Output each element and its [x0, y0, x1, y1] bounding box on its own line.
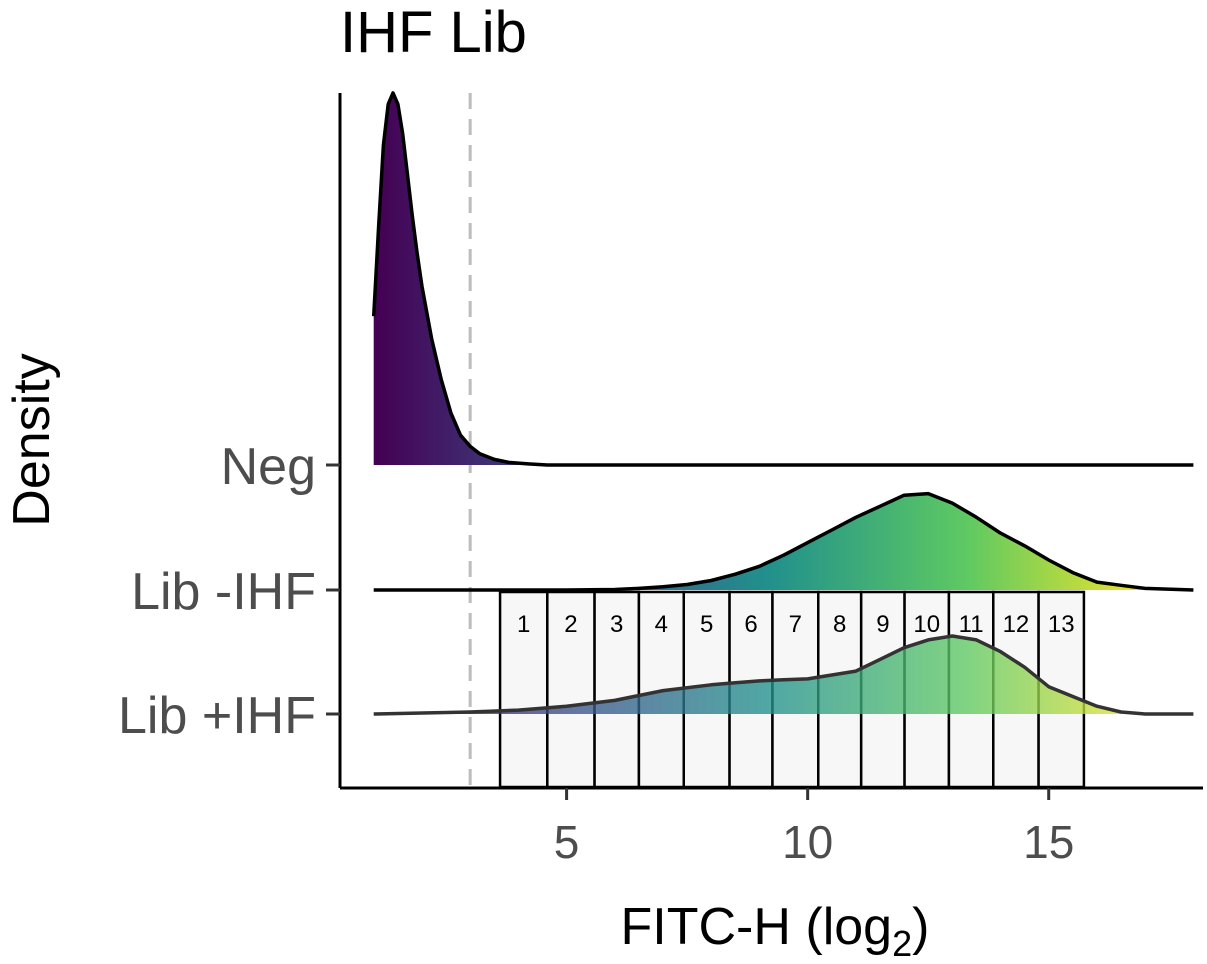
bin-label: 9 [876, 611, 889, 638]
bin-label: 12 [1003, 611, 1030, 638]
y-tick-label: Lib -IHF [131, 563, 316, 621]
x-axis-label-subscript: 2 [892, 923, 912, 964]
bin-label: 8 [833, 611, 846, 638]
y-axis-label: Density [3, 353, 61, 526]
ridge-fill-1 [373, 493, 1194, 590]
x-axis-label: FITC-H (log2) [621, 898, 930, 964]
x-tick-label: 5 [554, 816, 580, 868]
x-tick-label: 15 [1023, 816, 1074, 868]
bin-rect [546, 590, 596, 789]
bin-label: 5 [700, 611, 713, 638]
ridge-fill-2 [373, 636, 1194, 714]
x-axis-label-main: FITC-H (log [621, 898, 893, 956]
ridge-lib-minus-ihf [373, 491, 1194, 592]
ridge-outline-0 [371, 91, 1194, 467]
bin-label: 10 [913, 611, 940, 638]
bin-label: 11 [959, 611, 984, 638]
ridge-lib-plus-ihf [373, 634, 1194, 716]
ridge-fill-0 [373, 93, 1194, 465]
x-tick-label: 10 [782, 816, 833, 868]
bin-label: 13 [1048, 611, 1075, 638]
x-axis-label-suffix: ) [912, 898, 929, 956]
bin-label: 7 [789, 611, 802, 638]
bin-label: 2 [564, 611, 577, 638]
bin-label: 3 [610, 611, 623, 638]
ridge-outline-2 [373, 634, 1194, 716]
ridge-outline-1 [373, 491, 1194, 592]
bin-label: 1 [517, 611, 530, 638]
chart-title: IHF Lib [340, 0, 527, 65]
y-tick-label: Lib +IHF [118, 687, 316, 745]
y-tick-label: Neg [221, 438, 316, 496]
bin-label: 6 [744, 611, 757, 638]
axes [338, 93, 1203, 790]
bin-label: 4 [655, 611, 668, 638]
ridge-neg [371, 91, 1194, 467]
